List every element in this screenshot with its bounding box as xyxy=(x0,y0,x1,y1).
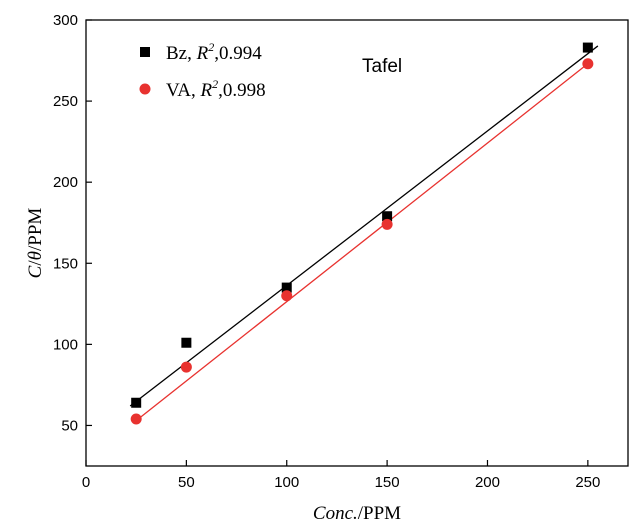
legend-marker-bz xyxy=(140,47,150,57)
x-tick-label: 0 xyxy=(82,474,90,491)
legend-r2-value-va: ,0.998 xyxy=(218,80,266,101)
y-axis-title: C/θ/PPM xyxy=(25,208,46,279)
x-axis-title-italic: Conc. xyxy=(313,503,358,524)
y-axis-title-unit: /PPM xyxy=(25,208,46,251)
data-point-va xyxy=(130,413,142,425)
y-tick-label: 300 xyxy=(53,12,78,29)
fit-line-va xyxy=(135,60,593,422)
data-point-va xyxy=(180,361,192,373)
x-tick-label: 50 xyxy=(178,474,195,491)
data-point-bz xyxy=(382,211,393,222)
legend-marker-va xyxy=(139,83,151,95)
fit-lines xyxy=(129,45,599,422)
data-point-bz xyxy=(281,282,292,293)
legend-r2-value-bz: ,0.994 xyxy=(214,43,262,64)
y-tick-label: 250 xyxy=(53,93,78,110)
y-axis-title-slash: / xyxy=(25,260,46,266)
data-markers xyxy=(130,42,594,425)
x-axis: 0 50 100 150 200 250 xyxy=(82,460,600,491)
legend: Bz, R2,0.994 VA, R2,0.998 xyxy=(139,40,266,101)
y-axis: 50 100 150 200 250 300 xyxy=(53,12,92,434)
x-axis-title-unit: /PPM xyxy=(358,503,401,524)
legend-r2-symbol-va: R xyxy=(200,80,213,101)
x-tick-label: 200 xyxy=(475,474,500,491)
data-point-bz xyxy=(582,42,593,53)
data-point-va xyxy=(281,290,293,302)
y-axis-title-c: C xyxy=(25,265,46,278)
legend-series-name-va: VA xyxy=(166,80,191,101)
y-tick-label: 100 xyxy=(53,336,78,353)
x-tick-label: 250 xyxy=(575,474,600,491)
legend-r2-superscript-bz: 2 xyxy=(208,40,214,54)
legend-series-name-bz: Bz xyxy=(166,43,187,64)
fit-line-bz xyxy=(129,45,599,407)
plot-frame xyxy=(85,19,629,467)
legend-r2-symbol-bz: R xyxy=(196,43,209,64)
legend-label-bz: Bz, R2,0.994 xyxy=(166,40,262,64)
legend-label-va: VA, R2,0.998 xyxy=(166,77,266,101)
y-tick-label: 200 xyxy=(53,174,78,191)
y-tick-label: 150 xyxy=(53,255,78,272)
x-tick-label: 100 xyxy=(274,474,299,491)
data-point-va xyxy=(381,218,393,230)
annotation-tafel: Tafel xyxy=(362,56,402,77)
legend-r2-superscript-va: 2 xyxy=(212,77,218,91)
x-axis-title: Conc./PPM xyxy=(313,503,401,524)
data-point-va xyxy=(582,58,594,70)
data-point-bz xyxy=(131,397,142,408)
y-tick-label: 50 xyxy=(61,417,78,434)
y-axis-title-theta: θ xyxy=(25,251,46,260)
data-point-bz xyxy=(181,337,192,348)
x-tick-label: 150 xyxy=(375,474,400,491)
